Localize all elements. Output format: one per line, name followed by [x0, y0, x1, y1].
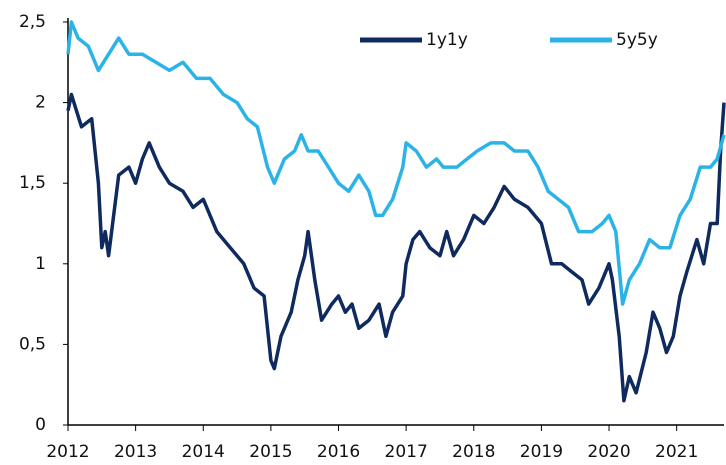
x-tick-label: 2020 [587, 442, 630, 462]
y-tick-label: 0 [35, 415, 46, 435]
series-line [66, 20, 726, 306]
x-tick-label: 2013 [114, 442, 157, 462]
x-tick-label: 2012 [46, 442, 89, 462]
y-tick-label: 1 [35, 254, 46, 274]
x-tick-label: 2016 [317, 442, 360, 462]
y-tick-label: 2,5 [19, 12, 46, 32]
y-tick-label: 1,5 [19, 173, 46, 193]
legend-label: 5y5y [616, 30, 658, 50]
legend-label: 1y1y [426, 30, 468, 50]
x-tick-label: 2015 [249, 442, 292, 462]
x-tick-label: 2021 [655, 442, 698, 462]
x-tick-label: 2017 [385, 442, 428, 462]
x-tick-label: 2019 [520, 442, 563, 462]
x-tick-label: 2018 [452, 442, 495, 462]
y-tick-label: 0,5 [19, 334, 46, 354]
x-tick-label: 2014 [182, 442, 225, 462]
y-tick-label: 2 [35, 93, 46, 113]
series-line [66, 92, 726, 403]
